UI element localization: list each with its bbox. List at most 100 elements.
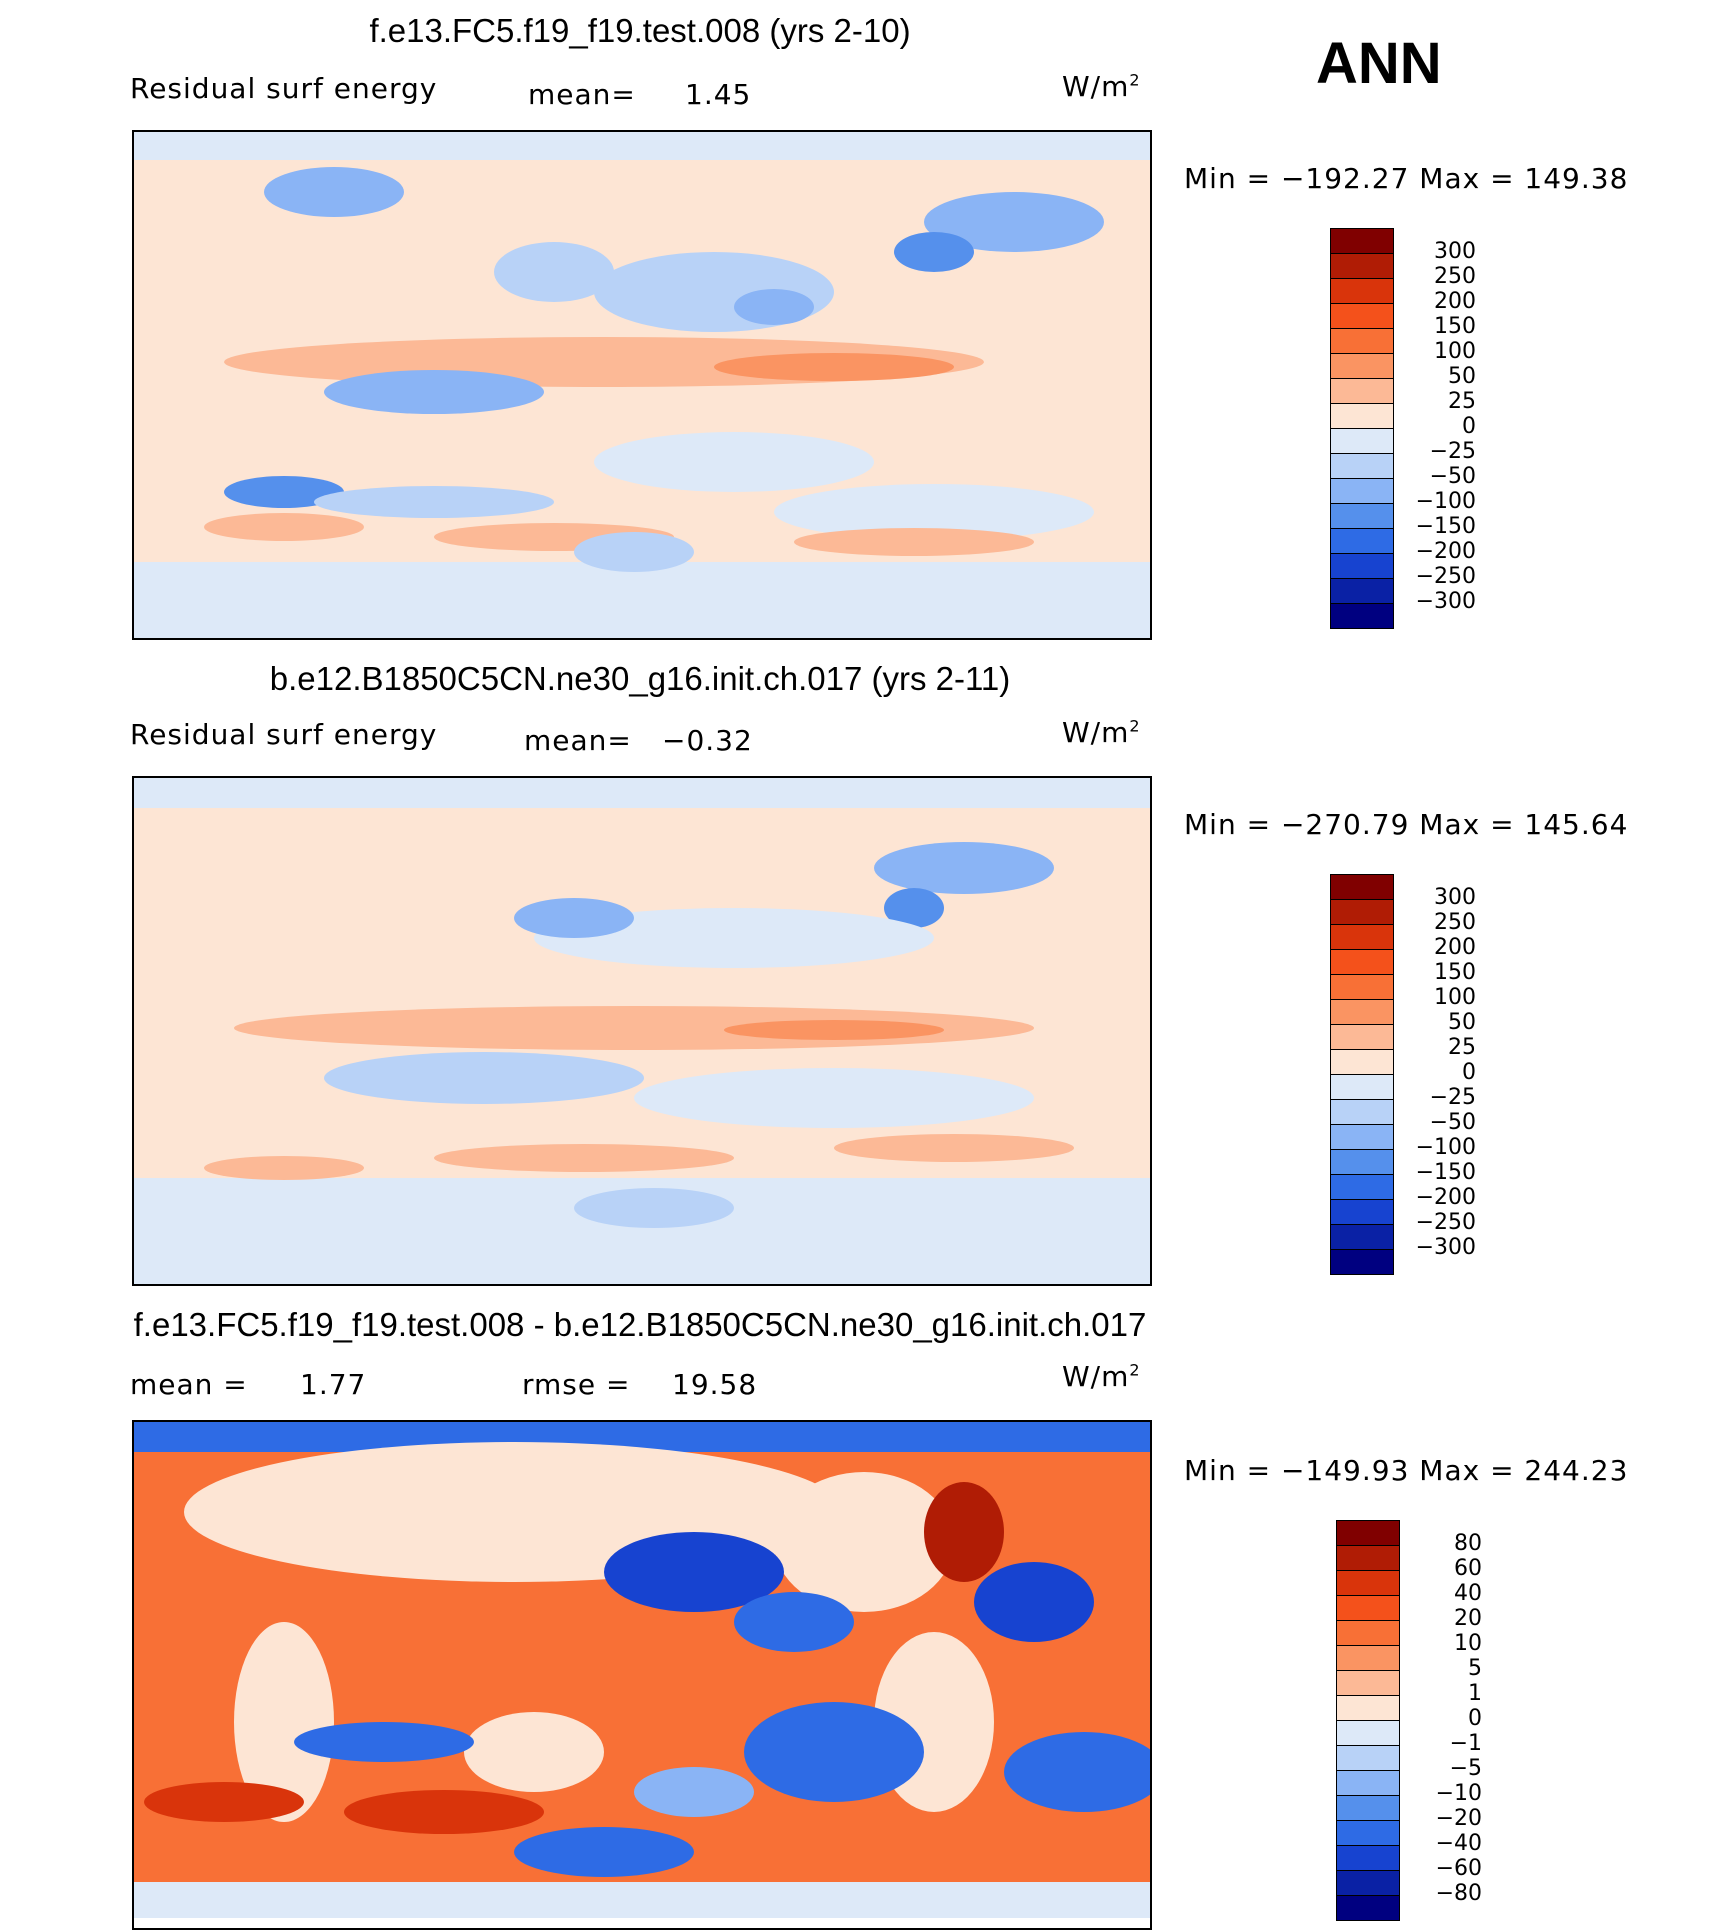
- colorbar-swatch: [1330, 899, 1394, 925]
- panel-2-map-field: [134, 778, 1150, 1284]
- colorbar-swatch: [1330, 353, 1394, 379]
- colorbar-swatch: [1330, 1074, 1394, 1100]
- colorbar-tick-label: −300: [1415, 1235, 1476, 1260]
- colorbar-tick-label: 250: [1434, 264, 1476, 289]
- colorbar-swatch: [1336, 1570, 1400, 1596]
- colorbar-swatch: [1336, 1770, 1400, 1796]
- colorbar-tick-label: 5: [1468, 1656, 1482, 1681]
- panel-2-units: W/m2: [1062, 716, 1141, 749]
- colorbar-tick-label: −150: [1415, 514, 1476, 539]
- panel-2-min-max: Min = −270.79 Max = 145.64: [1184, 808, 1629, 841]
- colorbar-tick-label: −200: [1415, 539, 1476, 564]
- colorbar-tick-label: −25: [1429, 1085, 1476, 1110]
- colorbar-swatch: [1336, 1870, 1400, 1896]
- colorbar-tick-label: 80: [1454, 1531, 1482, 1556]
- colorbar-tick-label: −25: [1429, 439, 1476, 464]
- panel-2-mean-label: mean=: [524, 724, 632, 757]
- colorbar-swatch: [1330, 503, 1394, 529]
- colorbar-swatch: [1330, 1224, 1394, 1250]
- colorbar-tick-label: −40: [1435, 1831, 1482, 1856]
- season-label: ANN: [1316, 31, 1442, 96]
- colorbar-swatch: [1336, 1520, 1400, 1546]
- colorbar-swatch: [1330, 478, 1394, 504]
- panel-2-title: b.e12.B1850C5CN.ne30_g16.init.ch.017 (yr…: [269, 660, 1011, 697]
- colorbar-swatch: [1336, 1845, 1400, 1871]
- colorbar-swatch: [1330, 403, 1394, 429]
- colorbar-tick-label: −5: [1449, 1756, 1482, 1781]
- colorbar-swatch: [1330, 1124, 1394, 1150]
- panel-1-units: W/m2: [1062, 70, 1141, 103]
- panel-3-min-max: Min = −149.93 Max = 244.23: [1184, 1454, 1629, 1487]
- colorbar-tick-label: −300: [1415, 589, 1476, 614]
- colorbar-tick-label: 300: [1434, 885, 1476, 910]
- colorbar-tick-label: −150: [1415, 1160, 1476, 1185]
- colorbar-tick-label: 100: [1434, 339, 1476, 364]
- colorbar-swatch: [1336, 1820, 1400, 1846]
- colorbar-swatch: [1330, 303, 1394, 329]
- colorbar-tick-label: −10: [1435, 1781, 1482, 1806]
- colorbar-tick-label: 25: [1448, 389, 1476, 414]
- colorbar-tick-label: 1: [1468, 1681, 1482, 1706]
- colorbar-swatch: [1336, 1745, 1400, 1771]
- colorbar-tick-label: 50: [1448, 364, 1476, 389]
- colorbar-tick-label: 150: [1434, 960, 1476, 985]
- panel-2-mean-value: −0.32: [662, 724, 753, 757]
- colorbar-swatch: [1330, 578, 1394, 604]
- colorbar-swatch: [1336, 1670, 1400, 1696]
- colorbar-swatch: [1330, 1149, 1394, 1175]
- colorbar-tick-label: −100: [1415, 489, 1476, 514]
- colorbar-tick-label: −60: [1435, 1856, 1482, 1881]
- colorbar-swatch: [1336, 1895, 1400, 1921]
- colorbar-swatch: [1330, 328, 1394, 354]
- colorbar-tick-label: 100: [1434, 985, 1476, 1010]
- colorbar-tick-label: 250: [1434, 910, 1476, 935]
- colorbar-swatch: [1330, 874, 1394, 900]
- colorbar-swatch: [1330, 1099, 1394, 1125]
- colorbar-swatch: [1330, 428, 1394, 454]
- panel-1-title: f.e13.FC5.f19_f19.test.008 (yrs 2-10): [369, 12, 911, 49]
- colorbar-swatch: [1330, 1049, 1394, 1075]
- colorbar-tick-label: −200: [1415, 1185, 1476, 1210]
- colorbar-tick-label: 20: [1454, 1606, 1482, 1631]
- colorbar-tick-label: 300: [1434, 239, 1476, 264]
- colorbar-swatch: [1336, 1545, 1400, 1571]
- colorbar-tick-label: −20: [1435, 1806, 1482, 1831]
- colorbar-swatch: [1330, 453, 1394, 479]
- panel-1-mean-label: mean=: [528, 78, 636, 111]
- colorbar-swatch: [1336, 1595, 1400, 1621]
- colorbar-tick-label: −50: [1429, 1110, 1476, 1135]
- colorbar-swatch: [1336, 1795, 1400, 1821]
- colorbar-swatch: [1330, 528, 1394, 554]
- panel-1-map: [132, 130, 1152, 640]
- colorbar-tick-label: −80: [1435, 1881, 1482, 1906]
- colorbar-tick-label: 200: [1434, 289, 1476, 314]
- panel-3-map: [132, 1420, 1152, 1930]
- panel-1-min-max: Min = −192.27 Max = 149.38: [1184, 162, 1629, 195]
- colorbar-swatch: [1330, 1249, 1394, 1275]
- colorbar-swatch: [1330, 999, 1394, 1025]
- panel-3-mean-label: mean =: [130, 1368, 248, 1401]
- panel-3-map-field: [134, 1422, 1150, 1918]
- colorbar-swatch: [1336, 1695, 1400, 1721]
- colorbar-tick-label: −250: [1415, 1210, 1476, 1235]
- colorbar-swatch: [1330, 378, 1394, 404]
- colorbar-tick-label: 0: [1462, 414, 1476, 439]
- colorbar-swatch: [1330, 1174, 1394, 1200]
- colorbar-tick-label: 150: [1434, 314, 1476, 339]
- panel-3-units: W/m2: [1062, 1360, 1141, 1393]
- colorbar-swatch: [1330, 253, 1394, 279]
- panel-1-mean-value: 1.45: [685, 78, 752, 111]
- colorbar-swatch: [1330, 1024, 1394, 1050]
- panel-3-mean-value: 1.77: [300, 1368, 367, 1401]
- colorbar-tick-label: 10: [1454, 1631, 1482, 1656]
- panel-2-variable-label: Residual surf energy: [130, 718, 438, 751]
- colorbar-tick-label: 0: [1468, 1706, 1482, 1731]
- colorbar-swatch: [1336, 1620, 1400, 1646]
- colorbar-tick-label: 200: [1434, 935, 1476, 960]
- colorbar-tick-label: 25: [1448, 1035, 1476, 1060]
- colorbar-swatch: [1330, 603, 1394, 629]
- panel-1-variable-label: Residual surf energy: [130, 72, 438, 105]
- colorbar-tick-label: −250: [1415, 564, 1476, 589]
- colorbar-swatch: [1330, 924, 1394, 950]
- panel-3-title: f.e13.FC5.f19_f19.test.008 - b.e12.B1850…: [133, 1306, 1147, 1343]
